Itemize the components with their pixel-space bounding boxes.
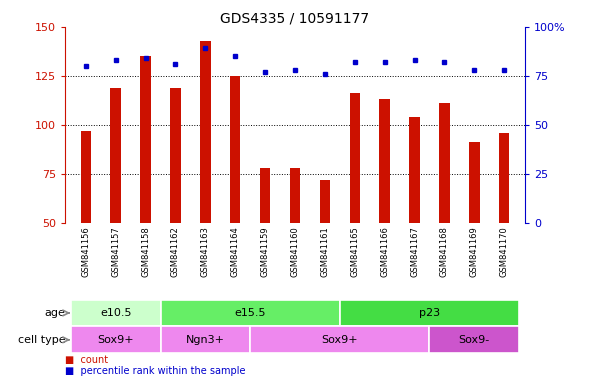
Text: GSM841160: GSM841160	[290, 227, 300, 277]
Bar	[110, 88, 121, 223]
Text: GSM841162: GSM841162	[171, 227, 180, 277]
Bar	[71, 300, 160, 326]
Text: cell type: cell type	[18, 335, 65, 345]
Bar	[160, 300, 340, 326]
Text: GSM841168: GSM841168	[440, 227, 449, 277]
Text: e15.5: e15.5	[234, 308, 266, 318]
Bar	[160, 326, 250, 353]
Bar	[290, 168, 300, 223]
Text: GSM841166: GSM841166	[380, 227, 389, 277]
Text: GSM841164: GSM841164	[231, 227, 240, 277]
Text: age: age	[44, 308, 65, 318]
Bar	[81, 131, 91, 223]
Bar	[71, 326, 160, 353]
Bar	[469, 142, 480, 223]
Text: GSM841156: GSM841156	[81, 227, 90, 277]
Bar	[439, 103, 450, 223]
Bar	[379, 99, 390, 223]
Text: GSM841170: GSM841170	[500, 227, 509, 277]
Text: Ngn3+: Ngn3+	[186, 335, 225, 345]
Text: GSM841165: GSM841165	[350, 227, 359, 277]
Title: GDS4335 / 10591177: GDS4335 / 10591177	[221, 12, 369, 26]
Bar	[499, 132, 509, 223]
Bar	[430, 326, 519, 353]
Text: Sox9-: Sox9-	[458, 335, 490, 345]
Bar	[200, 41, 211, 223]
Text: ■  count: ■ count	[65, 355, 108, 365]
Bar	[349, 93, 360, 223]
Bar	[409, 117, 419, 223]
Text: GSM841157: GSM841157	[111, 227, 120, 277]
Bar	[230, 76, 241, 223]
Text: GSM841161: GSM841161	[320, 227, 329, 277]
Text: GSM841158: GSM841158	[141, 227, 150, 277]
Bar	[250, 326, 430, 353]
Text: GSM841159: GSM841159	[261, 227, 270, 277]
Text: GSM841169: GSM841169	[470, 227, 479, 277]
Text: e10.5: e10.5	[100, 308, 132, 318]
Text: p23: p23	[419, 308, 440, 318]
Text: GSM841167: GSM841167	[410, 227, 419, 277]
Text: Sox9+: Sox9+	[97, 335, 134, 345]
Bar	[340, 300, 519, 326]
Text: ■  percentile rank within the sample: ■ percentile rank within the sample	[65, 366, 245, 376]
Bar	[171, 88, 181, 223]
Bar	[260, 168, 270, 223]
Text: GSM841163: GSM841163	[201, 227, 210, 277]
Bar	[320, 180, 330, 223]
Text: Sox9+: Sox9+	[322, 335, 358, 345]
Bar	[140, 56, 151, 223]
